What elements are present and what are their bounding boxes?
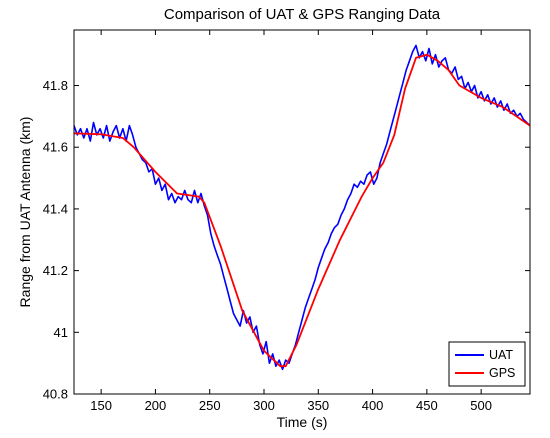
plot-frame bbox=[73, 29, 531, 395]
chart-title: Comparison of UAT & GPS Ranging Data bbox=[164, 6, 441, 23]
x-tick-label: 500 bbox=[470, 398, 492, 413]
x-tick-label: 450 bbox=[416, 398, 438, 413]
x-tick-label: 350 bbox=[307, 398, 329, 413]
legend-gps-label: GPS bbox=[489, 366, 515, 380]
y-tick-label: 41.2 bbox=[43, 263, 68, 278]
y-tick-label: 41 bbox=[54, 325, 68, 340]
legend: UAT GPS bbox=[448, 341, 526, 387]
x-axis-label: Time (s) bbox=[277, 414, 328, 430]
x-tick-label: 150 bbox=[90, 398, 112, 413]
x-tick-label: 400 bbox=[362, 398, 384, 413]
plot-background bbox=[74, 30, 530, 394]
series-line-gps bbox=[73, 53, 531, 368]
x-tick-label: 300 bbox=[253, 398, 275, 413]
legend-uat-label: UAT bbox=[489, 348, 513, 362]
legend-box bbox=[448, 341, 526, 387]
y-tick-label: 40.8 bbox=[43, 387, 68, 402]
y-axis-label: Range from UAT Antenna (km) bbox=[17, 117, 33, 308]
x-tick-label: 200 bbox=[145, 398, 167, 413]
series-line-uat bbox=[73, 44, 531, 371]
y-tick-label: 41.8 bbox=[43, 78, 68, 93]
y-tick-label: 41.4 bbox=[43, 201, 68, 216]
x-tick-label: 250 bbox=[199, 398, 221, 413]
y-tick-label: 41.6 bbox=[43, 140, 68, 155]
